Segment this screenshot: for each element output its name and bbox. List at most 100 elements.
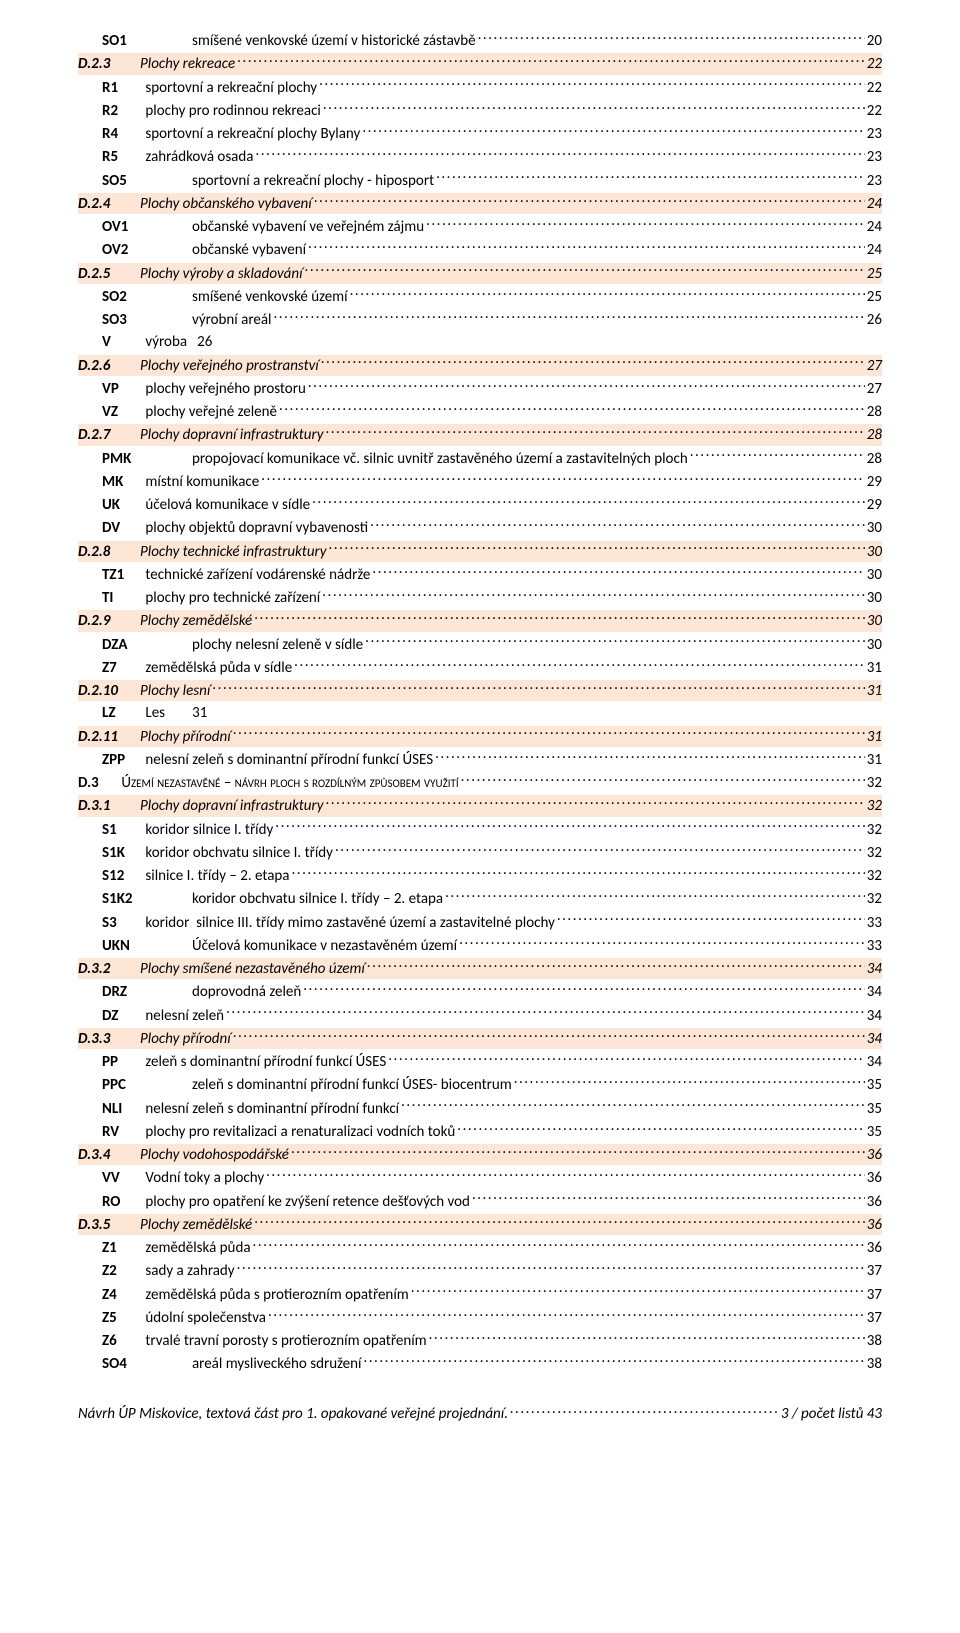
- toc-entry: PPCzeleň s dominantní přírodní funkcí ÚS…: [78, 1074, 882, 1095]
- toc-page: SO1smíšené venkovské území v historické …: [0, 0, 960, 1453]
- toc-entry-code: Z5: [102, 1308, 142, 1328]
- footer-text: Návrh ÚP Miskovice, textová část pro 1. …: [78, 1405, 508, 1423]
- toc-entry-leader: [328, 541, 864, 556]
- toc-entry-code: Z7: [102, 658, 142, 678]
- toc-entry-page: 31: [867, 658, 882, 678]
- toc-entry: PMKpropojovací komunikace vč. silnic uvn…: [78, 448, 882, 469]
- toc-entry-text: údolní společenstva: [142, 1309, 266, 1327]
- toc-entry: D.2.11Plochy přírodní 31: [78, 726, 882, 747]
- toc-entry-page: 30: [867, 588, 882, 608]
- toc-entry-text: plochy objektů dopravní vybavenosti: [142, 519, 368, 537]
- toc-entry-page: 36: [867, 1238, 882, 1258]
- toc-entry-leader: [233, 726, 865, 741]
- toc-entry-label: OV1občanské vybavení ve veřejném zájmu: [102, 217, 424, 237]
- toc-entry-code: V: [102, 332, 142, 352]
- toc-entry-page: 22: [867, 54, 882, 74]
- toc-entry: S12 silnice I. třídy – 2. etapa 32: [78, 865, 882, 886]
- toc-entry-code: TI: [102, 588, 142, 608]
- toc-entry-text: trvalé travní porosty s protierozním opa…: [142, 1332, 427, 1350]
- toc-entry-page: 32: [867, 773, 882, 793]
- toc-entry-leader: [226, 1005, 865, 1020]
- toc-entry-text: plochy pro opatření ke zvýšení retence d…: [142, 1193, 470, 1211]
- toc-entry-text: místní komunikace: [142, 473, 259, 491]
- toc-entry-page: 30: [867, 542, 882, 562]
- toc-entry-page: 32: [867, 889, 882, 909]
- toc-entry-page: 36: [867, 1215, 882, 1235]
- toc-entry-page: 29: [867, 472, 882, 492]
- toc-entry-label: S3 koridor silnice III. třídy mimo zasta…: [102, 913, 555, 933]
- toc-entry-code: S3: [102, 913, 142, 933]
- toc-entry: R5 zahrádková osada 23: [78, 146, 882, 167]
- toc-entry-label: D.3.5Plochy zemědělské: [78, 1215, 252, 1235]
- toc-entry-leader: [429, 1330, 865, 1345]
- toc-entry: VV Vodní toky a plochy 36: [78, 1167, 882, 1188]
- toc-entry-page: 33: [867, 936, 882, 956]
- toc-entry-code: Z1: [102, 1238, 142, 1258]
- toc-entry: ZPP nelesní zeleň s dominantní přírodní …: [78, 749, 882, 770]
- toc-entry-label: S1K koridor obchvatu silnice I. třídy: [102, 843, 333, 863]
- toc-entry-code: D.3.5: [78, 1215, 140, 1235]
- toc-entry: DRZdoprovodná zeleň 34: [78, 981, 882, 1002]
- toc-entry-text: občanské vybavení ve veřejném zájmu: [192, 218, 424, 236]
- toc-entry: NLI nelesní zeleň s dominantní přírodní …: [78, 1098, 882, 1119]
- toc-entry: DZAplochy nelesní zeleně v sídle 30: [78, 634, 882, 655]
- toc-entry-label: DV plochy objektů dopravní vybavenosti: [102, 518, 368, 538]
- toc-entry-leader: [321, 355, 865, 370]
- toc-entry-page: 34: [867, 959, 882, 979]
- toc-entry-leader: [461, 772, 865, 787]
- toc-entry-text: Plochy zemědělské: [140, 1216, 252, 1234]
- toc-entry-text: nelesní zeleň: [142, 1007, 224, 1025]
- toc-entry-label: SO3výrobní areál: [102, 310, 271, 330]
- toc-entry-code: D.3: [78, 773, 118, 793]
- toc-entry-text: zemědělská půda: [142, 1239, 251, 1257]
- toc-entry: D.2.10Plochy lesní 31: [78, 680, 882, 701]
- toc-entry-text: nelesní zeleň s dominantní přírodní funk…: [142, 751, 433, 769]
- toc-entry-page: 37: [867, 1261, 882, 1281]
- toc-entry-label: D.2.10Plochy lesní: [78, 681, 210, 701]
- toc-entry-label: D.3.1Plochy dopravní infrastruktury: [78, 796, 323, 816]
- toc-entry-text: koridor obchvatu silnice I. třídy – 2. e…: [192, 890, 443, 908]
- toc-list: SO1smíšené venkovské území v historické …: [78, 30, 882, 1375]
- toc-entry-text: Plochy dopravní infrastruktury: [140, 797, 323, 815]
- toc-entry-label: PPCzeleň s dominantní přírodní funkcí ÚS…: [102, 1075, 512, 1095]
- toc-entry-code: R2: [102, 101, 142, 121]
- toc-entry-label: NLI nelesní zeleň s dominantní přírodní …: [102, 1099, 399, 1119]
- toc-entry-label: D.2.3Plochy rekreace: [78, 54, 235, 74]
- toc-entry-code: D.2.4: [78, 194, 140, 214]
- toc-entry-page: 30: [867, 518, 882, 538]
- toc-entry-text: propojovací komunikace vč. silnic uvnitř…: [192, 450, 688, 468]
- toc-entry-label: S1K2koridor obchvatu silnice I. třídy – …: [102, 889, 443, 909]
- toc-entry-label: S12 silnice I. třídy – 2. etapa: [102, 866, 290, 886]
- toc-entry-leader: [312, 494, 865, 509]
- toc-entry-page: 24: [867, 194, 882, 214]
- toc-entry-page: 31: [867, 681, 882, 701]
- toc-entry: Z2 sady a zahrady 37: [78, 1260, 882, 1281]
- toc-entry-text: zemědělská půda s protierozním opatřením: [142, 1286, 409, 1304]
- toc-entry-label: MK místní komunikace: [102, 472, 259, 492]
- toc-entry-leader: [323, 100, 865, 115]
- toc-entry: OV2občanské vybavení 24: [78, 239, 882, 260]
- toc-entry-code: SO1: [102, 31, 192, 51]
- toc-entry-code: MK: [102, 472, 142, 492]
- toc-entry-page: 32: [867, 866, 882, 886]
- toc-entry: VZ plochy veřejné zeleně 28: [78, 401, 882, 422]
- toc-entry-leader: [266, 1167, 865, 1182]
- toc-entry: SO4areál mysliveckého sdružení 38: [78, 1353, 882, 1374]
- toc-entry-label: R5 zahrádková osada: [102, 147, 253, 167]
- toc-entry: LZ Les 31: [78, 703, 882, 723]
- toc-entry-page: 24: [867, 217, 882, 237]
- toc-entry-label: D.2.11Plochy přírodní: [78, 727, 231, 747]
- toc-entry-label: LZ Les 31: [102, 703, 207, 723]
- toc-entry-leader: [254, 1214, 865, 1229]
- toc-entry-leader: [237, 1260, 865, 1275]
- toc-entry-page: 25: [867, 264, 882, 284]
- toc-entry-page: 34: [867, 1052, 882, 1072]
- toc-entry-leader: [370, 517, 865, 532]
- toc-entry-page: 32: [867, 796, 882, 816]
- toc-entry-text: koridor obchvatu silnice I. třídy: [142, 844, 333, 862]
- toc-entry-code: DRZ: [102, 982, 192, 1002]
- toc-entry-leader: [255, 146, 864, 161]
- toc-entry: RV plochy pro revitalizaci a renaturaliz…: [78, 1121, 882, 1142]
- toc-entry: R4 sportovní a rekreační plochy Bylany 2…: [78, 123, 882, 144]
- toc-entry: TI plochy pro technické zařízení 30: [78, 587, 882, 608]
